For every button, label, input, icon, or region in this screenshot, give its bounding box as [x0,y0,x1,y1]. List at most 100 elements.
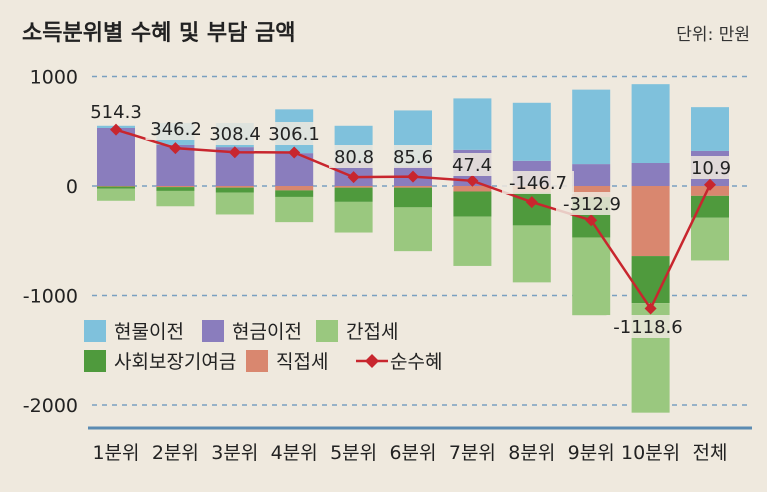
bar-segment [631,186,670,257]
chart-title: 소득분위별 수혜 및 부담 금액 [22,21,296,46]
data-label-bg [204,122,266,145]
bar-segment [394,207,432,252]
data-label: 47.4 [452,155,492,176]
x-tick-label: 10분위 [621,442,680,464]
data-label: 85.6 [393,147,433,168]
data-label-bg [447,153,497,176]
bar-segment [215,187,254,193]
net-benefit-marker [585,214,598,227]
bar-segment [156,190,195,207]
data-label-bg [388,145,438,168]
net-benefit-marker [288,146,301,159]
net-benefit-marker [407,170,419,183]
net-benefit-line [110,123,716,315]
bar-segment [453,98,492,150]
net-benefit-marker [644,302,657,315]
bar-segment [572,89,611,165]
y-tick-label: -1000 [23,286,78,308]
x-tick-label: 8분위 [508,442,555,464]
data-label: 346.2 [150,119,202,140]
bar-segment [691,195,729,218]
x-tick-label: 5분위 [330,442,377,464]
bar-segment [97,188,135,201]
bar-segment [394,187,432,208]
data-labels: 514.3 346.2 308.4 306.1 80.8 85.6 47.4 -146.7-3… [85,100,736,338]
x-tick-label: 4분위 [271,442,318,464]
bar-segment [156,186,195,188]
bar-segment [453,191,492,217]
data-label-bg [502,171,574,194]
bar-segment [97,127,135,186]
legend-label: 직접세 [276,351,328,373]
data-label: 80.8 [334,147,374,168]
bar-segment [572,164,611,186]
bar-segment [631,84,670,164]
bar-segment [691,217,729,261]
bar-segment [512,102,551,161]
bar-segment [691,186,729,196]
y-tick-label: -2000 [23,395,78,417]
data-label-bg [145,117,207,140]
x-tick-label: 9분위 [568,442,615,464]
net-benefit-marker [110,123,122,136]
bar-segment [394,186,432,188]
legend-swatch-diamond [365,354,379,368]
bar-segment [334,186,373,188]
legend-label: 현금이전 [232,321,302,343]
x-tick-label: 1분위 [92,442,139,464]
data-label: -1118.6 [613,317,682,338]
legend-label: 사회보장기여금 [114,351,236,373]
legend-swatch [84,350,106,372]
legend-label: 순수혜 [390,351,442,373]
net-benefit-marker [347,171,360,184]
data-label: 10.9 [691,158,731,179]
net-benefit-marker [466,174,479,187]
legend-swatch [202,320,224,342]
bar-segment [631,163,670,186]
data-label: -312.9 [563,194,621,215]
legend-swatch [316,320,338,342]
bar-segment [334,201,373,233]
x-tick-label: 2분위 [152,442,199,464]
bar-segment [572,237,611,316]
y-tick-label: 0 [66,176,78,198]
bar-segment [97,186,135,189]
bar-segment [275,190,314,197]
bar-segment [334,187,373,202]
bar-segment [512,225,551,283]
y-tick-label: 1000 [30,67,78,89]
x-tick-label: 7분위 [449,442,496,464]
data-label-bg [85,100,147,123]
net-benefit-marker [228,146,241,159]
bar-segment [97,186,135,187]
x-tick-label: 전체 [693,442,728,464]
bar-segment [275,186,314,191]
bar-segment [453,216,492,266]
legend-label: 간접세 [346,321,398,343]
x-tick-label: 3분위 [211,442,258,464]
bar-segment [691,107,729,151]
data-label-bg [556,192,628,215]
bar-segment [156,187,195,191]
bar-segment [453,186,492,192]
net-benefit-marker [169,142,182,155]
data-label: -146.7 [509,173,567,194]
x-tick-label: 6분위 [389,442,436,464]
legend-label: 현물이전 [114,321,184,343]
axes: 1000 0 -1000 -2000 1분위 2분위 3분위 4분위 5분위 6분위 7분위 8분위 9… [23,67,752,464]
legend-swatch [246,350,268,372]
bar-segment [572,186,611,197]
net-benefit-marker [525,196,538,209]
net-benefit-marker [704,178,716,191]
data-label-bg [329,145,379,168]
data-label: 308.4 [209,124,261,145]
bar-segment [215,192,254,215]
data-label-bg [686,156,736,179]
unit-label: 단위: 만원 [676,25,750,45]
legend-swatch [84,320,106,342]
bar-segment [275,196,314,223]
data-label: 514.3 [90,102,142,123]
